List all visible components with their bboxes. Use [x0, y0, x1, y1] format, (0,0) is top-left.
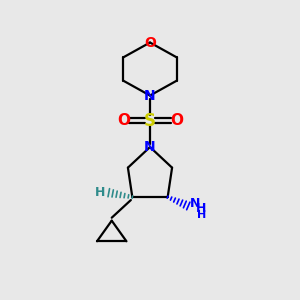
Text: N: N [144, 140, 156, 154]
Text: N: N [190, 197, 200, 210]
Text: N: N [144, 88, 156, 103]
Text: H: H [196, 202, 207, 215]
Text: O: O [117, 113, 130, 128]
Text: S: S [144, 112, 156, 130]
Text: O: O [144, 35, 156, 50]
Text: H: H [197, 210, 206, 220]
Text: O: O [170, 113, 183, 128]
Text: H: H [95, 186, 105, 199]
